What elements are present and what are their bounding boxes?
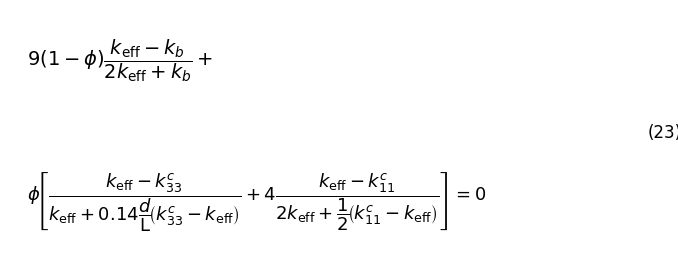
Text: $9(1-\phi)\dfrac{k_{\mathrm{eff}}-k_{b}}{2k_{\mathrm{eff}}+k_{b}}+$: $9(1-\phi)\dfrac{k_{\mathrm{eff}}-k_{b}}…	[26, 37, 213, 84]
Text: $\phi\!\left[\dfrac{k_{\mathrm{eff}}-k_{33}^{c}}{k_{\mathrm{eff}}+0.14\dfrac{d}{: $\phi\!\left[\dfrac{k_{\mathrm{eff}}-k_{…	[26, 170, 486, 233]
Text: (23): (23)	[648, 124, 678, 143]
